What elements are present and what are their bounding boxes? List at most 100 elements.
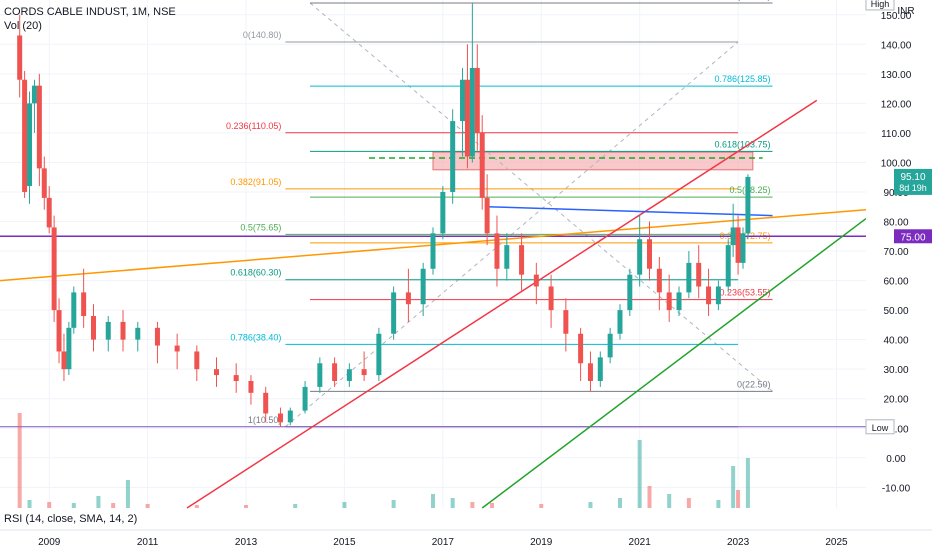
candle-body	[460, 79, 466, 122]
candle-body	[317, 363, 323, 387]
candle-body	[263, 392, 269, 414]
volume-label: Vol (20)	[4, 20, 42, 32]
candle-body	[56, 310, 62, 352]
volume-bar	[731, 466, 736, 508]
time-tick-label: 2025	[825, 537, 848, 548]
trendline-blue-neckline	[487, 205, 773, 217]
trendline-red	[186, 99, 818, 509]
fib-left-label: 0(140.80)	[243, 30, 282, 40]
price-tick-label: 60.00	[883, 277, 908, 288]
price-axis-bg	[866, 0, 932, 550]
current-price-countdown: 8d 19h	[899, 183, 927, 193]
candle-body	[450, 121, 456, 192]
time-tick-label: 2017	[432, 537, 455, 548]
candle-body	[332, 363, 338, 381]
fib-left-label: 0.382(91.05)	[230, 177, 281, 187]
price-tick-label: 130.00	[881, 70, 912, 81]
candle-body	[696, 262, 702, 287]
candle-body	[656, 268, 662, 293]
candle-body	[90, 316, 96, 340]
time-tick-label: 2021	[629, 537, 652, 548]
symbol-title: CORDS CABLE INDUST, 1M, NSE	[4, 6, 176, 18]
candle-body	[376, 333, 382, 376]
volume-bar	[194, 505, 199, 508]
low-tag-label: Low	[872, 423, 889, 433]
volume-bar	[145, 504, 150, 508]
time-tick-label: 2019	[530, 537, 553, 548]
candle-body	[430, 233, 436, 269]
volume-bar	[470, 502, 475, 508]
candle-body	[607, 333, 613, 358]
candle-body	[578, 333, 584, 364]
price-tick-label: 110.00	[881, 129, 911, 140]
candle-body	[36, 85, 42, 169]
candle-body	[41, 168, 47, 198]
candle-body	[469, 67, 475, 157]
fib-right-label: 0.618(103.75)	[714, 139, 770, 149]
price-tick-label: -10.00	[882, 483, 911, 494]
time-tick-label: 2023	[727, 537, 750, 548]
candle-body	[391, 292, 397, 334]
fib-left-label: 0.786(38.40)	[230, 332, 281, 342]
candle-body	[504, 245, 510, 269]
time-tick-label: 2015	[333, 537, 356, 548]
candle-body	[71, 292, 77, 328]
candle-body	[22, 79, 28, 192]
candle-body	[479, 132, 485, 198]
volume-bar	[667, 494, 672, 508]
candle-body	[706, 286, 712, 305]
volume-bar	[111, 503, 116, 508]
candle-body	[66, 327, 72, 370]
price-tick-label: 40.00	[883, 336, 908, 347]
candle-body	[440, 191, 446, 234]
candle-body	[420, 268, 426, 305]
candle-body	[666, 292, 672, 311]
price-tick-label: 10.00	[883, 424, 908, 435]
candle-body	[277, 413, 283, 423]
candle-body	[302, 386, 308, 411]
volume-bar	[27, 500, 32, 508]
candle-body	[740, 233, 746, 263]
resistance-zone	[432, 151, 754, 171]
candle-body	[637, 239, 643, 275]
candle-body	[174, 345, 180, 352]
volume-bar	[391, 500, 396, 508]
volume-bar	[588, 502, 593, 508]
volume-bar	[293, 504, 298, 508]
candle-body	[361, 369, 367, 376]
candle-body	[519, 245, 525, 275]
volume-bar	[450, 498, 455, 508]
current-price-tag	[894, 168, 932, 195]
fib-right-label: 0.236(53.55)	[719, 288, 770, 298]
volume-bar	[647, 486, 652, 508]
candle-body	[676, 292, 682, 311]
candle-body	[563, 310, 569, 334]
candle-body	[194, 351, 200, 370]
candle-body	[105, 321, 111, 340]
fib-left-label: 0.236(110.05)	[226, 121, 281, 131]
volume-bar	[342, 502, 347, 508]
candle-body	[17, 35, 23, 80]
trendline-green	[481, 217, 867, 509]
candle-body	[51, 227, 57, 311]
price-tick-label: 80.00	[883, 218, 908, 229]
volume-bar	[736, 490, 741, 508]
fib-right-label: 0.786(125.85)	[714, 74, 770, 84]
volume-bar	[47, 502, 52, 508]
candle-body	[627, 274, 633, 311]
volume-bar	[716, 500, 721, 508]
candle-body	[346, 369, 352, 381]
time-tick-label: 2011	[137, 537, 159, 548]
level-tag-value: 75.00	[900, 232, 925, 243]
candle-body	[46, 197, 52, 228]
candle-body	[61, 351, 67, 370]
fib-left-label: 0.5(75.65)	[240, 222, 281, 232]
fib-right-label: 0(22.50)	[737, 379, 771, 389]
volume-bar	[617, 498, 622, 508]
volume-bar	[96, 496, 101, 508]
price-tick-label: 30.00	[883, 365, 908, 376]
time-tick-label: 2013	[235, 537, 258, 548]
candle-body	[27, 103, 33, 187]
candle-body	[135, 327, 141, 340]
